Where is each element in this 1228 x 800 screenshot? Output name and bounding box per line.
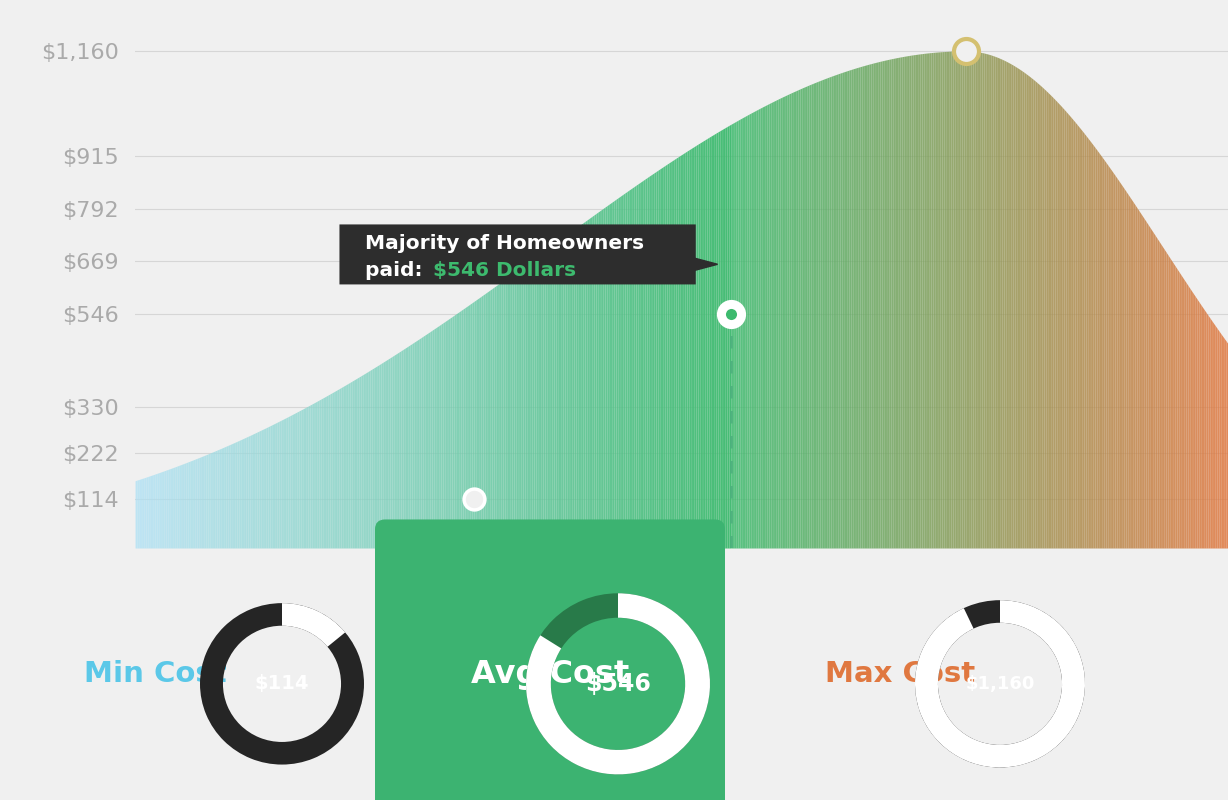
Text: Max Cost: Max Cost: [825, 660, 975, 688]
FancyBboxPatch shape: [375, 519, 725, 800]
Wedge shape: [282, 603, 345, 646]
Text: $114: $114: [254, 674, 309, 694]
Text: $546 Dollars: $546 Dollars: [433, 262, 577, 280]
Wedge shape: [526, 594, 710, 774]
Text: Avg Cost: Avg Cost: [470, 658, 629, 690]
Wedge shape: [200, 603, 363, 765]
FancyBboxPatch shape: [339, 225, 696, 285]
Text: Majority of Homeowners: Majority of Homeowners: [365, 234, 643, 254]
Wedge shape: [915, 600, 1086, 767]
Polygon shape: [686, 256, 717, 273]
Text: paid:: paid:: [365, 262, 429, 280]
Text: $546: $546: [585, 672, 651, 696]
Text: Min Cost: Min Cost: [84, 660, 226, 688]
Wedge shape: [915, 600, 1086, 767]
Text: $1,160: $1,160: [965, 675, 1035, 693]
Wedge shape: [526, 594, 710, 774]
